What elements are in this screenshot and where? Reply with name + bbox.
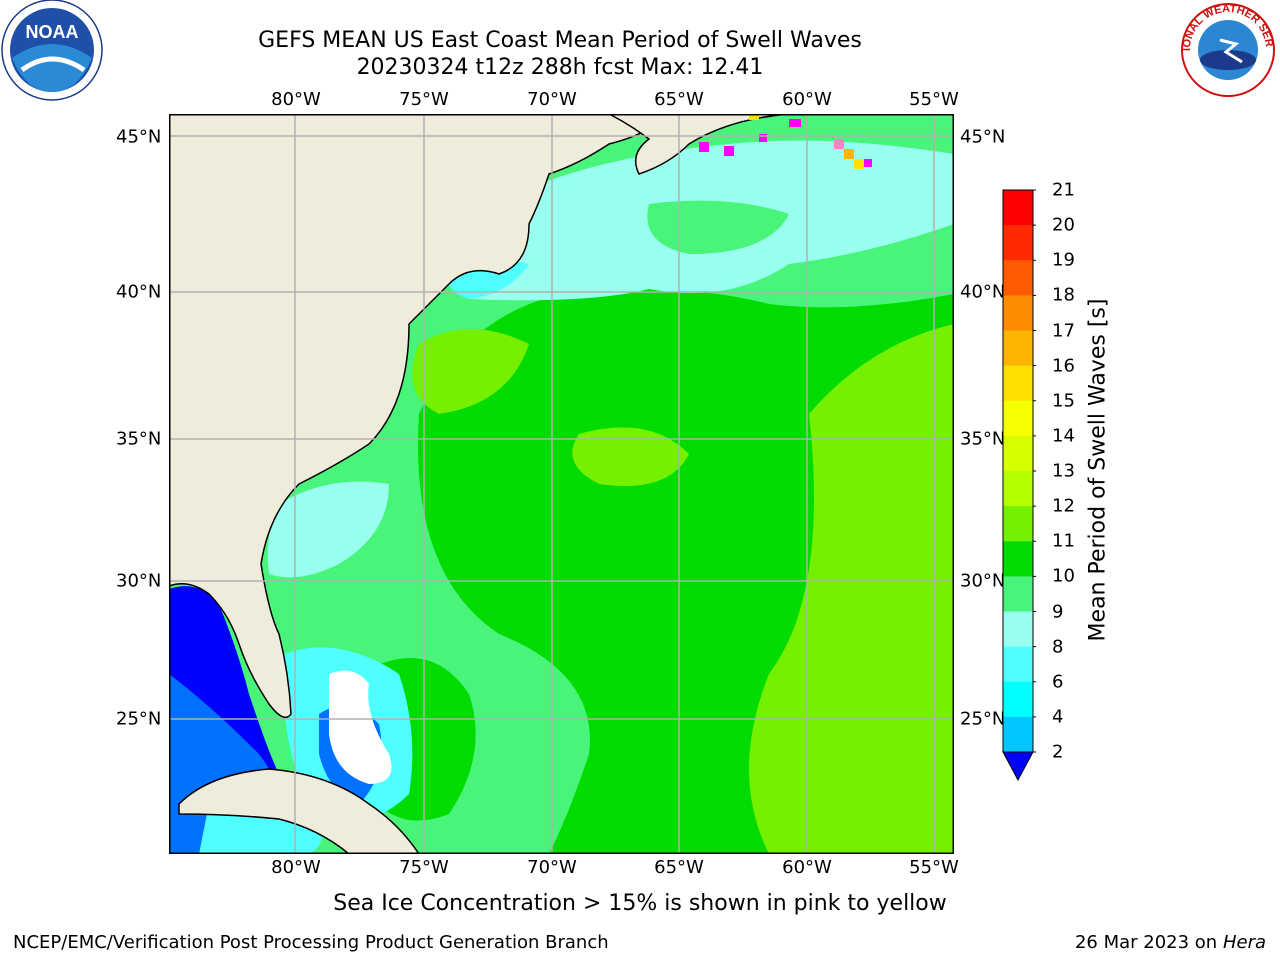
colorbar-segment	[1003, 576, 1033, 612]
colorbar-tick-label: 2	[1052, 741, 1064, 763]
lat-label-right-25n: 25°N	[960, 708, 1006, 730]
map-frame	[169, 114, 954, 854]
lon-label-bottom-80w: 80°W	[271, 857, 321, 878]
lat-label-right-40n: 40°N	[960, 281, 1006, 303]
colorbar-tick-label: 13	[1052, 460, 1075, 482]
swell-zone-11-12-east	[749, 324, 954, 854]
lat-label-left-35n: 35°N	[116, 428, 162, 450]
lon-label-top-65w: 65°W	[654, 89, 704, 110]
lat-label-left-40n: 40°N	[116, 281, 162, 303]
colorbar-tick-label: 18	[1052, 284, 1075, 306]
colorbar-segment	[1003, 471, 1033, 507]
lon-label-top-75w: 75°W	[399, 89, 449, 110]
colorbar-tick-label: 19	[1052, 249, 1075, 271]
colorbar-tick-label: 15	[1052, 390, 1075, 412]
colorbar-tick-label: 17	[1052, 320, 1075, 341]
lat-label-left-45n: 45°N	[116, 126, 162, 148]
colorbar-segment	[1003, 260, 1033, 296]
us-east-coast-land	[169, 114, 671, 719]
colorbar-segment	[1003, 190, 1033, 226]
colorbar-segment	[1003, 435, 1033, 472]
sea-ice-note: Sea Ice Concentration > 15% is shown in …	[333, 891, 947, 916]
colorbar-segment	[1003, 330, 1033, 367]
lon-label-top-60w: 60°W	[782, 89, 832, 110]
footer-credit: NCEP/EMC/Verification Post Processing Pr…	[13, 932, 609, 953]
colorbar-tick-label: 8	[1052, 636, 1064, 658]
colorbar-tick-label: 21	[1052, 179, 1075, 201]
lon-label-bottom-60w: 60°W	[782, 857, 832, 878]
lon-label-bottom-70w: 70°W	[527, 857, 577, 878]
map-title: GEFS MEAN US East Coast Mean Period of S…	[258, 28, 862, 53]
colorbar-tick-label: 9	[1052, 601, 1064, 622]
swell-zone-8-9-southeast	[267, 481, 389, 578]
colorbar-tick-label: 6	[1052, 671, 1064, 693]
colorbar-tick-label: 20	[1052, 214, 1075, 236]
lat-label-right-30n: 30°N	[960, 570, 1006, 592]
colorbar-segment	[1003, 295, 1033, 331]
colorbar-segment	[1003, 541, 1033, 577]
colorbar	[1002, 189, 1036, 782]
colorbar-tick-label: 10	[1052, 565, 1075, 587]
cuba-land	[178, 768, 420, 854]
lat-label-right-45n: 45°N	[960, 126, 1006, 148]
lon-label-top-70w: 70°W	[527, 89, 577, 110]
colorbar-segment	[1003, 681, 1033, 718]
colorbar-tick-label: 4	[1052, 706, 1064, 728]
lat-lon-grid	[169, 114, 954, 854]
swell-period-map	[169, 114, 954, 854]
colorbar-segment	[1003, 611, 1033, 648]
colorbar-title: Mean Period of Swell Waves [s]	[1085, 298, 1111, 642]
bahamas-bank	[329, 670, 392, 784]
colorbar-tick-label: 11	[1052, 530, 1075, 552]
lon-label-bottom-65w: 65°W	[654, 857, 704, 878]
nova-scotia-land	[608, 114, 954, 175]
lon-label-top-55w: 55°W	[909, 89, 959, 110]
colorbar-segment	[1003, 400, 1033, 437]
noaa-logo: NOAA	[1, 0, 103, 101]
lat-label-right-35n: 35°N	[960, 428, 1006, 450]
lon-label-bottom-55w: 55°W	[909, 857, 959, 878]
lon-label-bottom-75w: 75°W	[399, 857, 449, 878]
colorbar-tick-label: 14	[1052, 425, 1075, 447]
colorbar-segment	[1003, 225, 1033, 261]
nws-logo: NATIONAL WEATHER SERVICE	[1176, 0, 1275, 97]
colorbar-segment	[1003, 646, 1033, 683]
swell-zone-11-12	[412, 329, 529, 414]
colorbar-segment	[1003, 716, 1033, 753]
colorbar-segment	[1003, 506, 1033, 542]
colorbar-under-arrow	[1002, 751, 1034, 782]
map-subtitle: 20230324 t12z 288h fcst Max: 12.41	[356, 55, 764, 80]
lat-label-left-25n: 25°N	[116, 708, 162, 730]
lat-label-left-30n: 30°N	[116, 570, 162, 592]
footer-host: Hera	[1222, 932, 1266, 953]
lon-label-top-80w: 80°W	[271, 89, 321, 110]
colorbar-tick-label: 16	[1052, 355, 1075, 377]
swell-zone-11-12-b	[572, 427, 689, 486]
noaa-logo-text: NOAA	[26, 22, 79, 42]
colorbar-segment	[1003, 365, 1033, 402]
colorbar-tick-label: 12	[1052, 495, 1075, 517]
sea-ice-markers	[699, 114, 872, 169]
footer-date: 26 Mar 2023 on Hera	[1074, 932, 1266, 953]
swell-zone-9-10-north	[647, 200, 789, 254]
